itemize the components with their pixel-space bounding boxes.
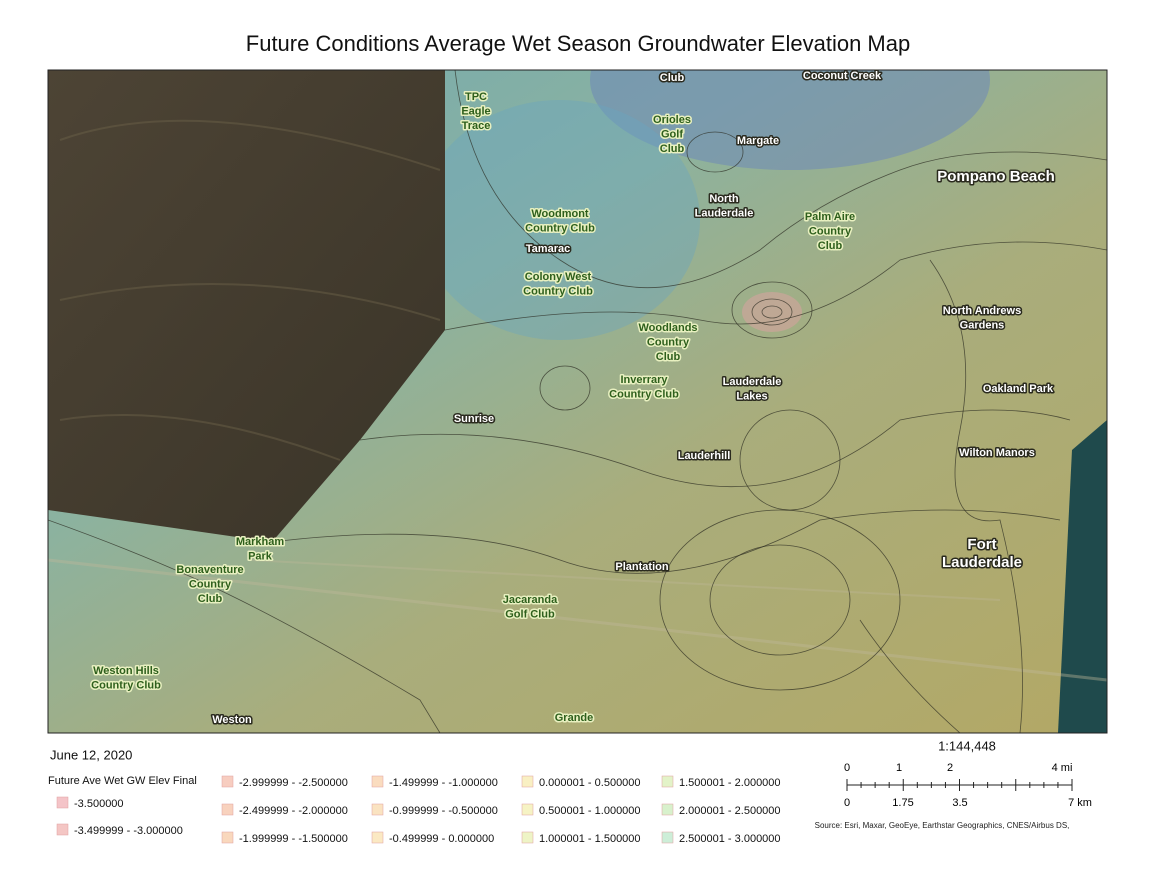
legend-swatch <box>56 796 69 809</box>
place-label: Sunrise <box>454 413 494 425</box>
legend-label: 1.000001 - 1.500000 <box>539 833 641 845</box>
place-label: Golf Club <box>505 608 555 620</box>
place-label: Lauderdale <box>942 554 1022 571</box>
place-label: Lauderhill <box>678 450 731 462</box>
place-label: North <box>709 193 739 205</box>
scale-km-label: 0 <box>844 797 850 809</box>
place-label: Pompano Beach <box>937 168 1055 185</box>
place-label: Country Club <box>525 222 595 234</box>
place-label: Grande <box>555 712 594 724</box>
place-label: Orioles <box>653 114 691 126</box>
place-label: Fort <box>967 536 996 553</box>
legend-label: -1.999999 - -1.500000 <box>239 833 348 845</box>
legend-swatch <box>371 831 384 844</box>
place-label: Golf <box>661 128 683 140</box>
place-label: Club <box>660 72 685 84</box>
place-label: Woodmont <box>531 208 589 220</box>
place-label: Markham <box>236 536 285 548</box>
place-label: Coconut Creek <box>803 70 882 82</box>
legend-label: 2.000001 - 2.500000 <box>679 805 781 817</box>
scale-ratio: 1:144,448 <box>938 738 996 753</box>
place-label: Country Club <box>523 285 593 297</box>
legend-swatch <box>661 775 674 788</box>
place-label: Palm Aire <box>805 211 855 223</box>
legend-title: Future Ave Wet GW Elev Final <box>48 775 197 787</box>
legend-label: 1.500001 - 2.000000 <box>679 777 781 789</box>
legend-swatch <box>56 823 69 836</box>
place-label: Club <box>656 351 681 363</box>
place-label: Country Club <box>609 388 679 400</box>
place-label: Lauderdale <box>723 376 782 388</box>
place-label: Weston <box>212 714 252 726</box>
legend-label: -2.999999 - -2.500000 <box>239 777 348 789</box>
map <box>48 70 1107 733</box>
place-label: Club <box>198 593 223 605</box>
place-label: Country <box>809 225 852 237</box>
scale-mi-label: 4 mi <box>1052 762 1073 774</box>
place-label: Jacaranda <box>503 594 558 606</box>
legend-swatch <box>221 831 234 844</box>
legend-swatch <box>221 803 234 816</box>
place-label: Inverrary <box>620 374 668 386</box>
legend-label: 0.500001 - 1.000000 <box>539 805 641 817</box>
place-label: Gardens <box>960 319 1005 331</box>
legend-label: -0.999999 - -0.500000 <box>389 805 498 817</box>
place-labels: Club Coconut Creek TPC Eagle Trace Orioles Gol… <box>90 68 1057 727</box>
legend-swatch <box>371 775 384 788</box>
map-title: Future Conditions Average Wet Season Gro… <box>246 31 910 56</box>
legend-label: -0.499999 - 0.000000 <box>389 833 494 845</box>
place-label: Wilton Manors <box>959 447 1035 459</box>
place-label: Weston Hills <box>93 665 159 677</box>
place-label: Country <box>189 578 232 590</box>
scale-mi-label: 0 <box>844 762 850 774</box>
place-label: Lakes <box>736 390 767 402</box>
legend-swatch <box>521 831 534 844</box>
place-label: Trace <box>462 120 491 132</box>
place-label: Club <box>818 240 843 252</box>
place-label: Bonaventure <box>176 564 243 576</box>
place-label: Park <box>248 550 273 562</box>
legend-swatch <box>521 775 534 788</box>
legend-swatch <box>371 803 384 816</box>
place-label: North Andrews <box>943 305 1021 317</box>
place-label: Eagle <box>461 105 490 117</box>
legend: -3.500000 -3.499999 - -3.000000 -2.999999 … <box>56 775 781 845</box>
legend-label: 2.500001 - 3.000000 <box>679 833 781 845</box>
legend-label: -3.499999 - -3.000000 <box>74 825 183 837</box>
place-label: Woodlands <box>638 322 697 334</box>
place-label: Tamarac <box>526 243 570 255</box>
legend-label: -3.500000 <box>74 798 124 810</box>
place-label: Oakland Park <box>983 383 1054 395</box>
legend-label: 0.000001 - 0.500000 <box>539 777 641 789</box>
place-label: Country Club <box>91 679 161 691</box>
place-label: Club <box>660 143 685 155</box>
legend-label: -1.499999 - -1.000000 <box>389 777 498 789</box>
place-label: TPC <box>465 91 487 103</box>
scale-mi-label: 1 <box>896 762 902 774</box>
legend-swatch <box>521 803 534 816</box>
place-label: Plantation <box>615 561 668 573</box>
legend-label: -2.499999 - -2.000000 <box>239 805 348 817</box>
legend-swatch <box>661 831 674 844</box>
date: June 12, 2020 <box>50 747 132 762</box>
legend-swatch <box>221 775 234 788</box>
scale-km-label: 1.75 <box>892 797 913 809</box>
place-label: Colony West <box>525 271 592 283</box>
map-frame <box>47 69 1108 734</box>
scale-km-label: 7 km <box>1068 797 1092 809</box>
source: Source: Esri, Maxar, GeoEye, Earthstar G… <box>815 821 1070 830</box>
scale-mi-label: 2 <box>947 762 953 774</box>
place-label: Margate <box>737 135 779 147</box>
place-label: Lauderdale <box>695 207 754 219</box>
place-label: Country <box>647 336 690 348</box>
legend-swatch <box>661 803 674 816</box>
scale-km-label: 3.5 <box>952 797 967 809</box>
scale-bar: 0 1 2 4 mi 0 1.75 3.5 7 km <box>844 762 1092 809</box>
